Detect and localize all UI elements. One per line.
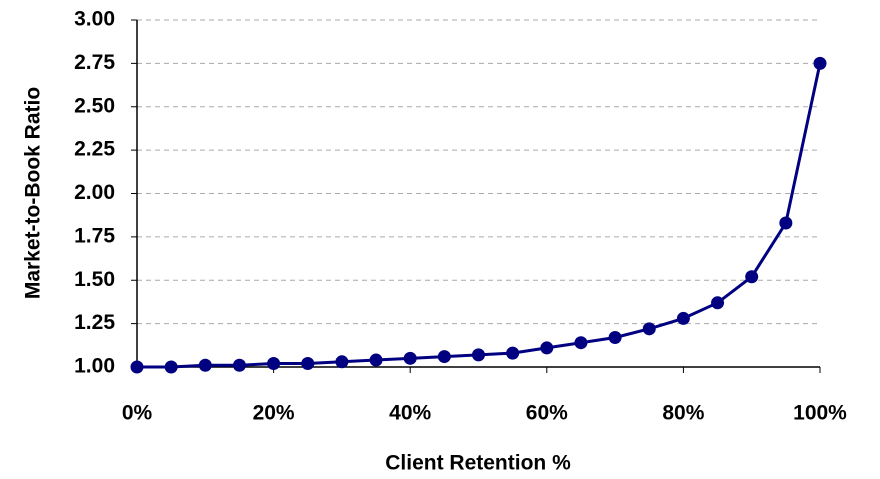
y-tick-label: 2.50 [74, 94, 115, 117]
x-tick-label: 80% [662, 402, 704, 425]
x-tick-label: 60% [526, 402, 568, 425]
y-tick-label: 1.25 [74, 311, 115, 334]
x-tick-label: 0% [122, 402, 153, 425]
marker [369, 353, 383, 367]
marker [130, 360, 144, 374]
y-tick-label: 1.50 [74, 268, 115, 291]
marker [574, 336, 588, 350]
y-tick-label: 2.75 [74, 51, 115, 74]
marker [164, 360, 178, 374]
y-tick-label: 3.00 [74, 8, 115, 31]
marker [267, 357, 281, 371]
marker [676, 311, 690, 325]
marker [608, 331, 622, 345]
y-tick-label: 1.00 [74, 355, 115, 378]
marker [813, 56, 827, 70]
marker [472, 348, 485, 362]
x-axis-label: Client Retention % [385, 452, 571, 475]
marker [301, 357, 315, 371]
marker [642, 322, 656, 336]
marker [403, 351, 417, 365]
marker [437, 350, 451, 364]
marker [198, 358, 212, 372]
y-tick-label: 2.00 [74, 181, 115, 204]
y-axis-label: Market-to-Book Ratio [22, 87, 45, 299]
marker [540, 341, 554, 355]
x-tick-label: 40% [389, 402, 431, 425]
marker [232, 358, 246, 372]
marker [779, 216, 793, 230]
y-tick-label: 1.75 [74, 224, 115, 247]
line [137, 63, 822, 369]
marker [711, 296, 725, 310]
marker [335, 355, 349, 369]
y-tick-label: 2.25 [74, 138, 115, 161]
marker [745, 270, 759, 284]
x-tick-label: 20% [253, 402, 295, 425]
x-tick-label: 100% [793, 402, 847, 425]
marker [506, 346, 520, 360]
